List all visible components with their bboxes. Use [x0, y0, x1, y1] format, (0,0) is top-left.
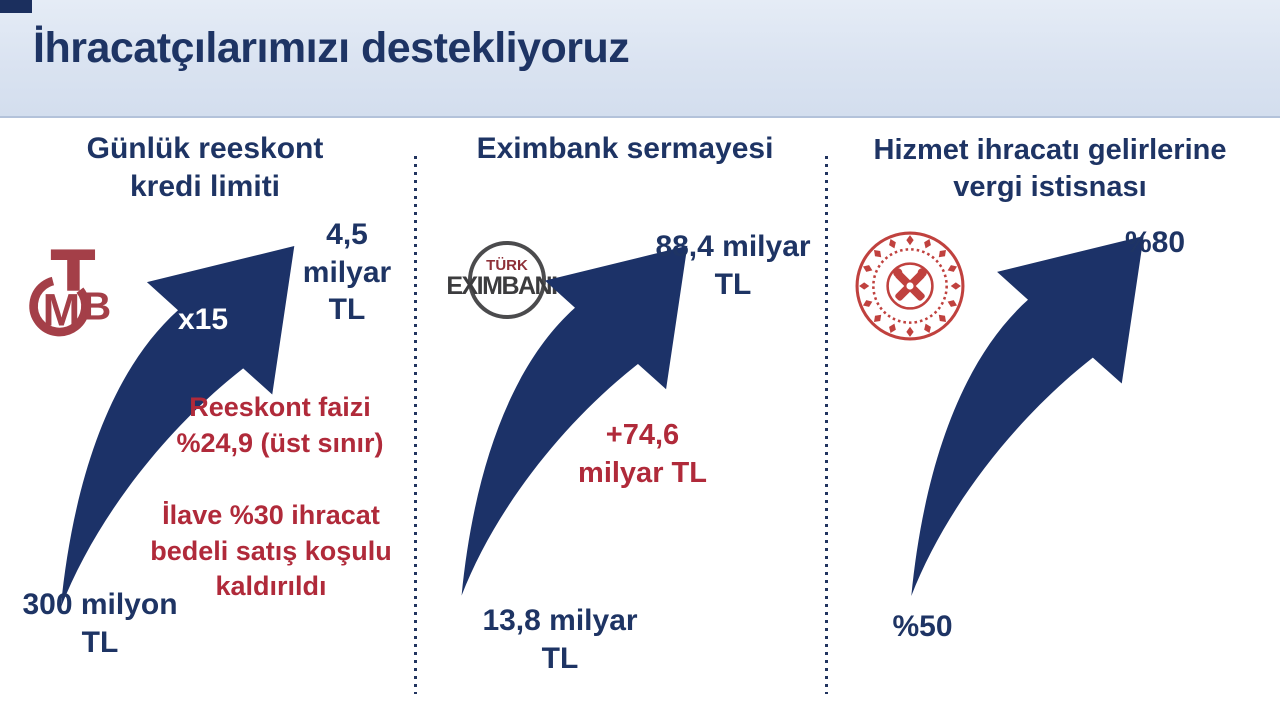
column1-title-line1: Günlük reeskont	[86, 132, 324, 165]
tcmb-logo-icon: M B	[29, 249, 111, 337]
column1-note-interest: Reeskont faizi %24,9 (üst sınır)	[150, 390, 410, 461]
growth-arrow-3	[893, 214, 1161, 598]
multiplier-label: x15	[177, 303, 229, 336]
column2-start-unit: TL	[541, 641, 579, 675]
column2-delta-value: +74,6 milyar TL	[565, 416, 720, 493]
column1-end-unit: milyar TL	[302, 255, 392, 327]
column2-delta-number: +74,6	[605, 419, 680, 451]
column-separator-2	[825, 156, 828, 694]
column3-start-value: %50	[892, 610, 953, 643]
column-separator-1	[414, 156, 417, 694]
column1-end-value: 4,5 milyar TL	[283, 216, 411, 329]
corner-box	[0, 0, 32, 13]
page-title: İhracatçılarımızı destekliyoruz	[33, 24, 630, 72]
title-band	[0, 0, 1280, 118]
eximbank-logo-icon: TÜRK EXIMBANK	[446, 241, 571, 319]
column3-title-line1: Hizmet ihracatı gelirlerine	[873, 134, 1227, 166]
column1-end-number: 4,5	[326, 218, 368, 251]
column2-title: Eximbank sermayesi	[476, 132, 774, 165]
note2-line3: kaldırıldı	[215, 571, 327, 602]
seal-center-dot	[904, 280, 916, 292]
seal-outer-ring	[855, 231, 965, 341]
ministry-seal-icon	[855, 231, 965, 341]
note1-line1: Reeskont faizi	[189, 392, 371, 422]
eximbank-main-label: EXIMBANK	[446, 272, 569, 300]
note1-line2: %24,9 (üst sınır)	[176, 427, 384, 458]
tcmb-t-bar	[50, 249, 96, 260]
column2-end-value: 88,4 milyar TL	[648, 228, 818, 303]
column3-title-line2: vergi istisnası	[953, 171, 1147, 204]
column3-end-value: %80	[1124, 226, 1186, 259]
column1-title-line2: kredi limiti	[129, 170, 281, 204]
seal-inner-ring	[886, 262, 934, 310]
column2-end-number: 88,4 milyar	[655, 230, 811, 263]
column1-start-value: 300 milyon TL	[10, 586, 190, 661]
note2-line2: bedeli satış koşulu	[150, 535, 392, 566]
column3-title: Hizmet ihracatı gelirlerine vergi istisn…	[840, 132, 1260, 206]
column2-start-value: 13,8 milyar TL	[470, 602, 650, 677]
tcmb-letter-m: M	[43, 284, 81, 335]
column2-delta-unit: milyar TL	[578, 457, 707, 490]
eximbank-turk-label: TÜRK	[486, 257, 528, 274]
tcmb-t-stem	[67, 258, 80, 291]
eximbank-ring	[468, 241, 546, 319]
note2-line1: İlave %30 ihracat	[162, 500, 380, 530]
column2-end-unit: TL	[714, 267, 752, 301]
seal-text-ring	[872, 248, 948, 324]
column1-start-number: 300 milyon	[22, 588, 178, 621]
column1-note-condition: İlave %30 ihracat bedeli satış koşulu ka…	[135, 498, 407, 605]
column1-title: Günlük reeskont kredi limiti	[55, 130, 355, 207]
column2-start-number: 13,8 milyar	[482, 604, 638, 637]
column1-start-unit: TL	[81, 625, 119, 659]
tcmb-letter-b: B	[83, 285, 111, 329]
